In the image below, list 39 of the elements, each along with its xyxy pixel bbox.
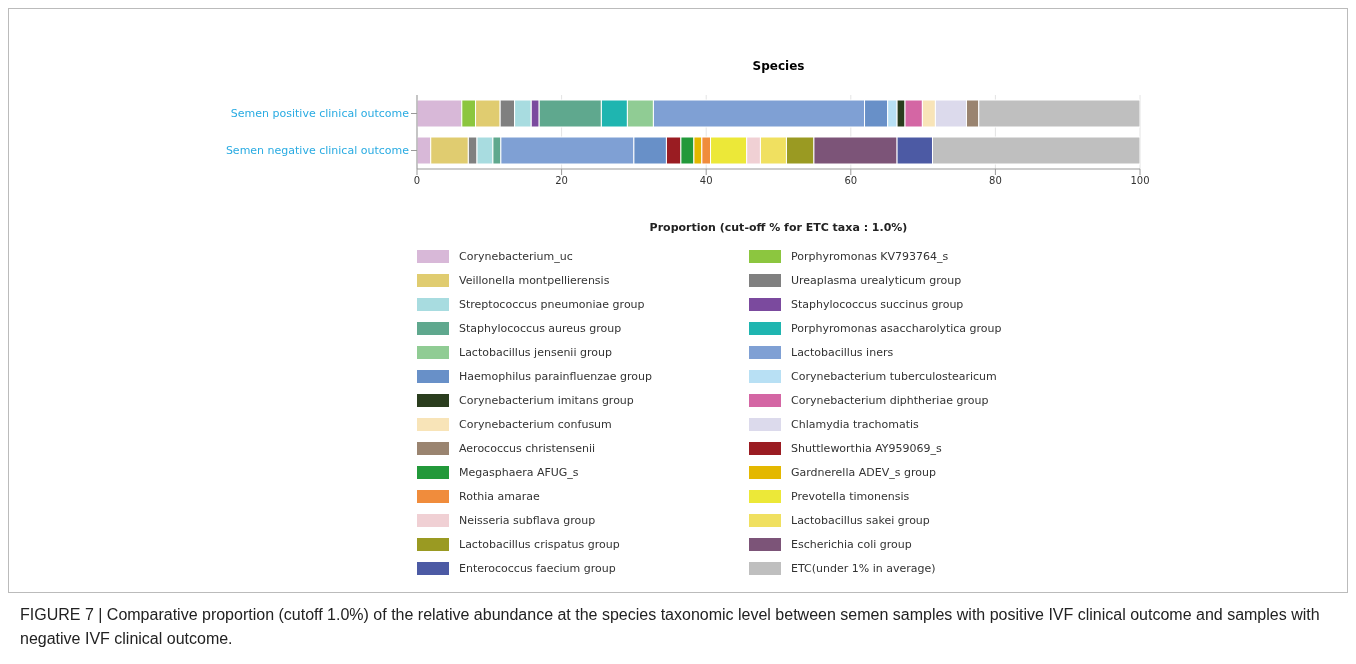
legend-label: Ureaplasma urealyticum group <box>791 273 962 287</box>
chart-title: Species <box>751 59 806 73</box>
x-tick-label: 40 <box>699 175 713 187</box>
x-tick-label: 20 <box>555 175 568 187</box>
legend-label: Streptococcus pneumoniae group <box>459 297 645 311</box>
y-tick-label: Semen negative clinical outcome <box>225 144 410 158</box>
legend-label: Staphylococcus succinus group <box>791 297 964 311</box>
x-tick-label: 0 <box>413 175 421 187</box>
legend-label: Haemophilus parainfluenzae group <box>459 369 652 383</box>
y-tick-label: Semen positive clinical outcome <box>230 107 410 121</box>
legend-label: Escherichia coli group <box>791 537 912 551</box>
legend-label: Megasphaera AFUG_s <box>459 465 579 479</box>
legend-label: Corynebacterium_uc <box>459 249 573 263</box>
x-tick-label: 100 <box>1130 175 1150 187</box>
legend-label: Lactobacillus crispatus group <box>459 537 620 551</box>
legend-label: Shuttleworthia AY959069_s <box>791 441 942 455</box>
legend-label: Rothia amarae <box>459 489 540 503</box>
legend-label: Prevotella timonensis <box>791 489 910 503</box>
legend-label: Lactobacillus iners <box>791 345 894 359</box>
legend-label: Corynebacterium tuberculostearicum <box>791 369 997 383</box>
legend-label: Corynebacterium diphtheriae group <box>791 393 989 407</box>
legend-label: Chlamydia trachomatis <box>791 417 919 431</box>
legend-label: Aerococcus christensenii <box>459 441 596 455</box>
legend-label: Veillonella montpellierensis <box>459 273 610 287</box>
legend-label: Enterococcus faecium group <box>459 561 616 575</box>
legend-label: Staphylococcus aureus group <box>459 321 622 335</box>
legend-label: Neisseria subflava group <box>459 513 596 527</box>
legend-label: ETC(under 1% in average) <box>791 561 936 575</box>
legend-label: Porphyromonas KV793764_s <box>791 249 949 263</box>
x-tick-label: 60 <box>844 175 858 187</box>
legend-label: Porphyromonas asaccharolytica group <box>791 321 1002 335</box>
x-tick-label: 80 <box>989 175 1002 187</box>
legend-label: Lactobacillus jensenii group <box>459 345 612 359</box>
caption: FIGURE 7 | Comparative proportion (cutoff 1.0%) of the relative abundance at the species taxonomic level between semen samples with positive IVF clinical outcome and samples with negative IVF clinical outcome. <box>19 605 1321 649</box>
legend-label: Corynebacterium imitans group <box>459 393 634 407</box>
legend-label: Gardnerella ADEV_s group <box>791 465 936 479</box>
legend-label: Corynebacterium confusum <box>459 417 612 431</box>
legend-label: Lactobacillus sakei group <box>791 513 930 527</box>
x-axis-title: Proportion (cut-off % for ETC taxa : 1.0%) <box>649 221 908 234</box>
